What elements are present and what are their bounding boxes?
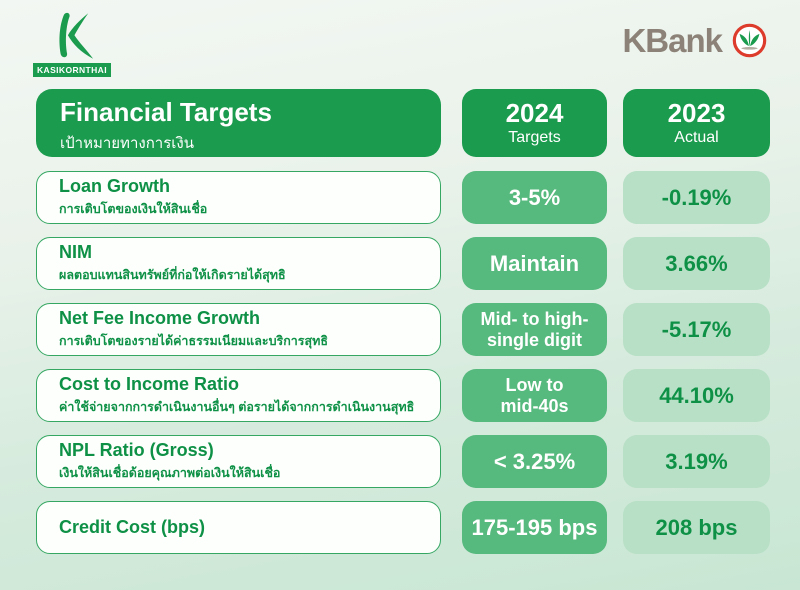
metric-name-thai: ผลตอบแทนสินทรัพย์ที่ก่อให้เกิดรายได้สุทธ… [59, 267, 286, 282]
column-header-2023-actual: 2023 Actual [623, 89, 770, 157]
table-row-nim: NIM ผลตอบแทนสินทรัพย์ที่ก่อให้เกิดรายได้… [36, 237, 770, 290]
column-year: 2024 [505, 98, 564, 129]
target-value-pill: 3-5% [462, 171, 607, 224]
actual-value-pill: -5.17% [623, 303, 770, 356]
metric-name: Cost to Income Ratio [59, 374, 240, 395]
table-row-net-fee-income-growth: Net Fee Income Growth การเติบโตของรายได้… [36, 303, 770, 356]
metric-name: NIM [59, 242, 92, 263]
metric-label: NIM ผลตอบแทนสินทรัพย์ที่ก่อให้เกิดรายได้… [36, 237, 441, 290]
kbank-wordmark: KBank [622, 22, 723, 59]
kasikornthai-logo: KASIKORNTHAI [33, 10, 111, 77]
table-row-npl-ratio-gross: NPL Ratio (Gross) เงินให้สินเชื่อด้อยคุณ… [36, 435, 770, 488]
target-value-pill: < 3.25% [462, 435, 607, 488]
target-value-pill: Maintain [462, 237, 607, 290]
kasikorn-k-icon [59, 12, 94, 59]
kbank-logo: KBank [622, 22, 768, 59]
column-year: 2023 [667, 98, 726, 129]
table-row-loan-growth: Loan Growth การเติบโตของเงินให้สินเชื่อ … [36, 171, 770, 224]
metric-name: Loan Growth [59, 176, 170, 197]
actual-value-pill: 3.66% [623, 237, 770, 290]
metric-label: Credit Cost (bps) [36, 501, 441, 554]
metric-name-thai: ค่าใช้จ่ายจากการดำเนินงานอื่นๆ ต่อรายได้… [59, 399, 415, 414]
column-header-2024-targets: 2024 Targets [462, 89, 607, 157]
actual-value-pill: 208 bps [623, 501, 770, 554]
table-row-cost-to-income-ratio: Cost to Income Ratio ค่าใช้จ่ายจากการดำเ… [36, 369, 770, 422]
financial-targets-header: Financial Targets เป้าหมายทางการเงิน [36, 89, 441, 157]
table-title-thai: เป้าหมายทางการเงิน [60, 134, 194, 152]
kbank-sprout-icon [732, 23, 767, 58]
metric-label: Cost to Income Ratio ค่าใช้จ่ายจากการดำเ… [36, 369, 441, 422]
financial-targets-table: Financial Targets เป้าหมายทางการเงิน 202… [36, 89, 770, 567]
table-header-row: Financial Targets เป้าหมายทางการเงิน 202… [36, 89, 770, 157]
metric-name: Credit Cost (bps) [59, 517, 205, 538]
actual-value-pill: -0.19% [623, 171, 770, 224]
kasikornthai-wordmark: KASIKORNTHAI [33, 63, 111, 77]
column-sublabel: Actual [674, 128, 719, 146]
metric-name-thai: เงินให้สินเชื่อด้อยคุณภาพต่อเงินให้สินเช… [59, 465, 281, 480]
metric-name: NPL Ratio (Gross) [59, 440, 214, 461]
table-title: Financial Targets [60, 97, 272, 127]
target-value-pill: 175-195 bps [462, 501, 607, 554]
actual-value-pill: 3.19% [623, 435, 770, 488]
column-sublabel: Targets [508, 128, 561, 146]
metric-label: Loan Growth การเติบโตของเงินให้สินเชื่อ [36, 171, 441, 224]
metric-name-thai: การเติบโตของเงินให้สินเชื่อ [59, 201, 208, 216]
metric-name: Net Fee Income Growth [59, 308, 261, 329]
table-row-credit-cost: Credit Cost (bps) 175-195 bps 208 bps [36, 501, 770, 554]
metric-label: NPL Ratio (Gross) เงินให้สินเชื่อด้อยคุณ… [36, 435, 441, 488]
metric-name-thai: การเติบโตของรายได้ค่าธรรมเนียมและบริการส… [59, 333, 329, 348]
target-value-pill: Mid- to high- single digit [462, 303, 607, 356]
actual-value-pill: 44.10% [623, 369, 770, 422]
metric-label: Net Fee Income Growth การเติบโตของรายได้… [36, 303, 441, 356]
target-value-pill: Low to mid-40s [462, 369, 607, 422]
